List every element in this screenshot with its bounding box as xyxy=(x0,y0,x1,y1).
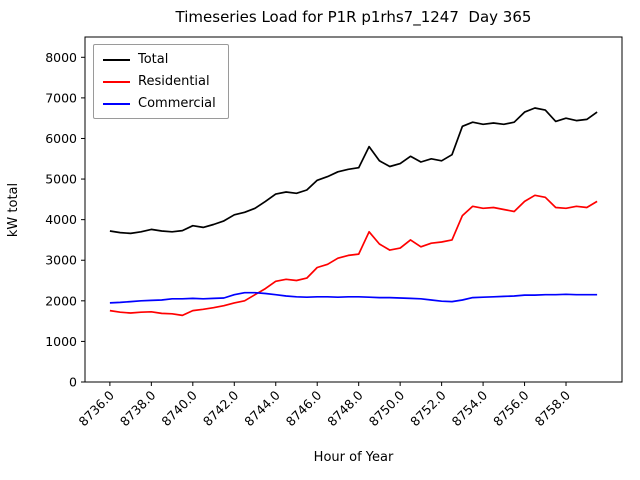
y-tick-label: 4000 xyxy=(45,212,77,227)
x-tick-label: 8758.0 xyxy=(532,387,574,429)
chart-title: Timeseries Load for P1R p1rhs7_1247 Day … xyxy=(175,8,532,26)
x-tick-label: 8736.0 xyxy=(75,387,117,429)
x-tick-label: 8744.0 xyxy=(241,387,283,429)
legend-line-sample-total xyxy=(103,58,130,61)
legend-item-total: Total xyxy=(103,52,216,67)
legend-label-total: Total xyxy=(138,52,169,67)
series-line-residential xyxy=(109,194,598,317)
x-tick-label: 8754.0 xyxy=(449,387,491,429)
y-tick-label: 7000 xyxy=(45,90,77,105)
x-tick-label: 8748.0 xyxy=(324,387,366,429)
x-tick-label: 8742.0 xyxy=(200,387,242,429)
y-tick-label: 2000 xyxy=(45,293,77,308)
y-tick-label: 8000 xyxy=(45,50,77,65)
x-tick-label: 8756.0 xyxy=(490,387,532,429)
series-line-commercial xyxy=(109,291,598,304)
legend-label-residential: Residential xyxy=(138,74,210,89)
y-tick-label: 0 xyxy=(69,375,77,390)
legend: Total Residential Commercial xyxy=(93,44,229,119)
x-tick-label: 8746.0 xyxy=(283,387,325,429)
x-tick-label: 8738.0 xyxy=(117,387,159,429)
y-tick-label: 3000 xyxy=(45,253,77,268)
legend-line-sample-residential xyxy=(103,80,130,83)
x-tick-label: 8750.0 xyxy=(366,387,408,429)
legend-line-sample-commercial xyxy=(103,102,130,105)
legend-item-commercial: Commercial xyxy=(103,96,216,111)
y-tick-label: 1000 xyxy=(45,334,77,349)
x-tick-label: 8740.0 xyxy=(158,387,200,429)
x-axis-label: Hour of Year xyxy=(313,450,394,465)
legend-item-residential: Residential xyxy=(103,74,216,89)
y-tick-label: 5000 xyxy=(45,172,77,187)
legend-label-commercial: Commercial xyxy=(138,96,216,111)
y-tick-label: 6000 xyxy=(45,131,77,146)
axes-frame xyxy=(84,36,623,383)
series-line-total xyxy=(109,107,598,235)
x-tick-label: 8752.0 xyxy=(407,387,449,429)
